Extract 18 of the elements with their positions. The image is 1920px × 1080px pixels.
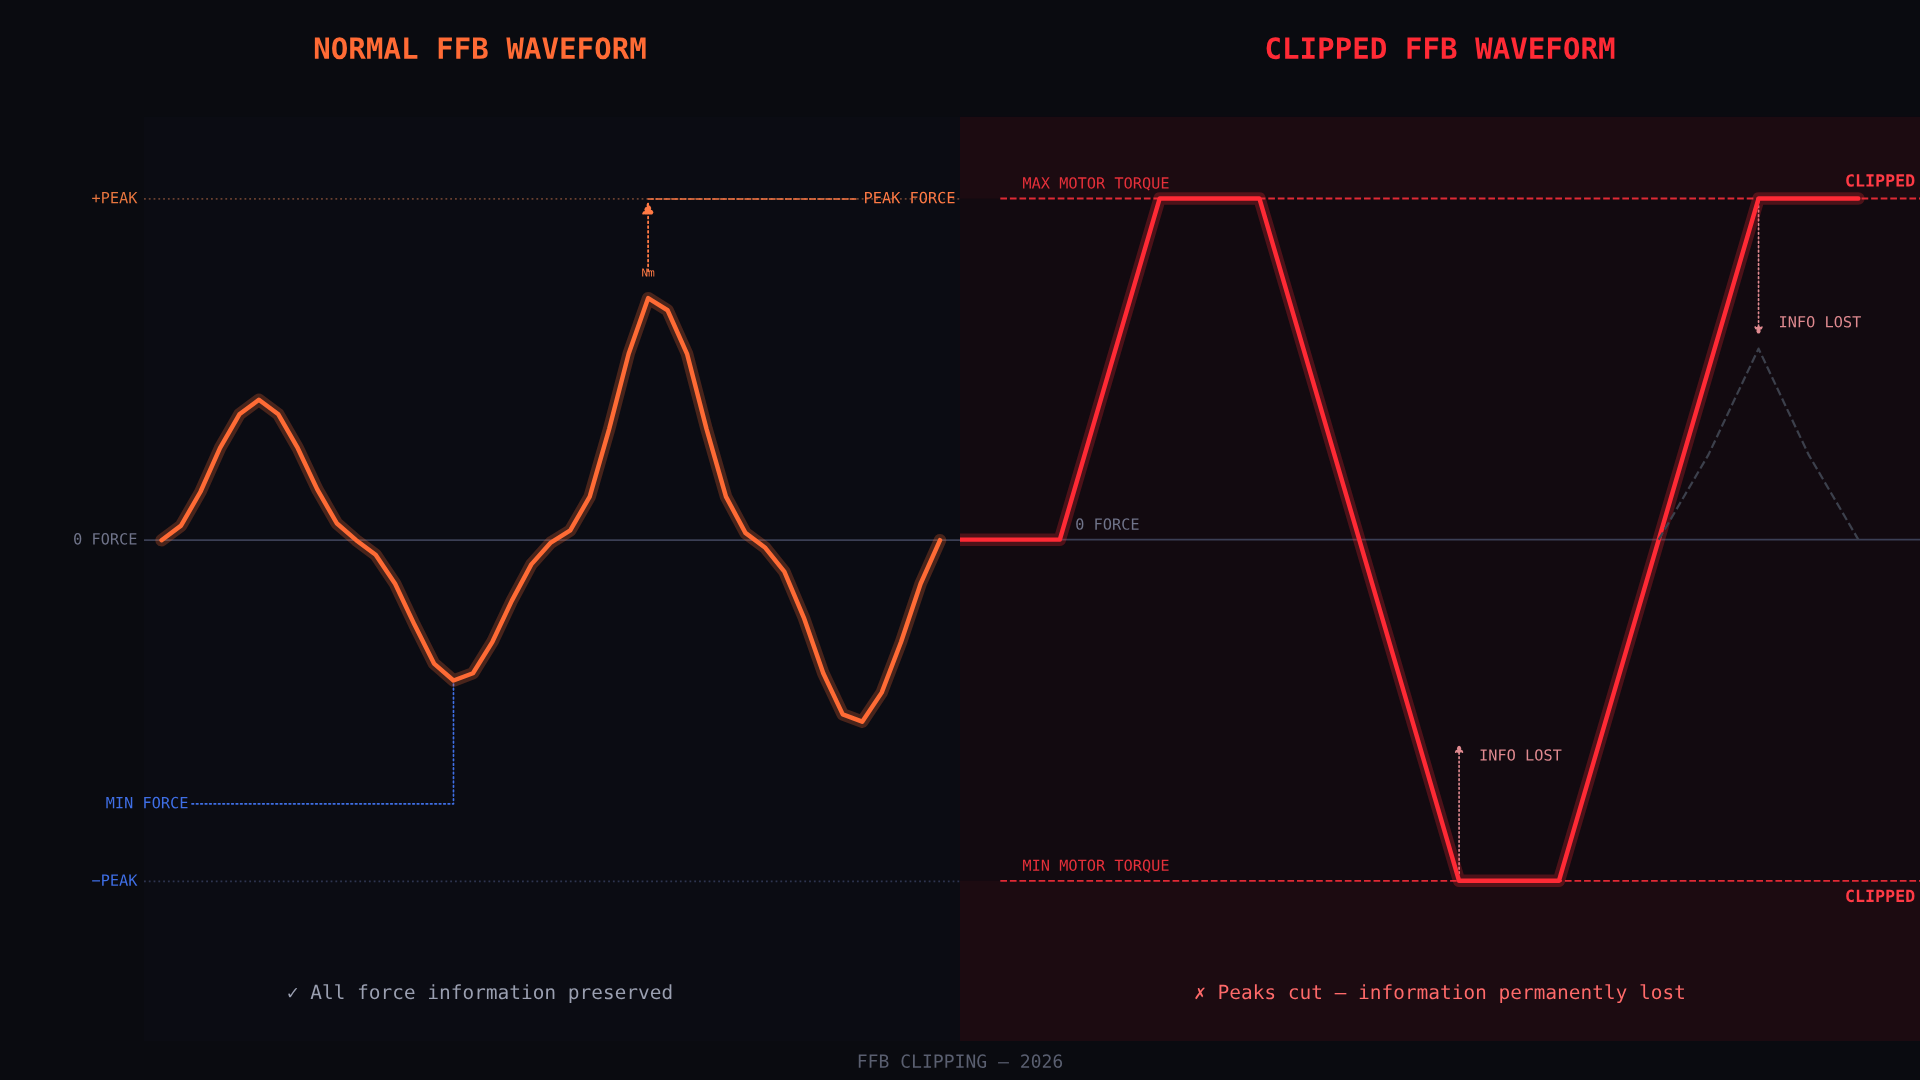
ref-line-label: −PEAK	[92, 874, 138, 886]
ref-line-label: MIN MOTOR TORQUE	[1023, 859, 1169, 873]
text: CLIPPED	[1846, 174, 1915, 187]
text: Nm	[642, 268, 655, 277]
annotation: INFO LOST	[1780, 315, 1861, 328]
text: CLIPPED	[1846, 889, 1915, 903]
text: MIN FORCE	[106, 796, 188, 809]
ref-line-label: MAX MOTOR TORQUE	[1023, 177, 1169, 191]
annotation: INFO LOST	[1480, 749, 1562, 761]
text: FFB CLIPPING — 2026	[858, 1054, 1063, 1069]
ref-line-label: +PEAK	[92, 192, 138, 204]
text: PEAK FORCE	[865, 191, 955, 204]
ref-line-label: 0 FORCE	[1076, 518, 1139, 530]
chart-title: CLIPPED FFB WAVEFORM	[1266, 37, 1615, 60]
ref-line-label: 0 FORCE	[74, 533, 137, 545]
chart-title: NORMAL FFB WAVEFORM	[314, 37, 646, 60]
text: ✗ Peaks cut — information permanently lost	[1195, 984, 1684, 1004]
text: ✓ All force information preserved	[288, 984, 672, 1004]
